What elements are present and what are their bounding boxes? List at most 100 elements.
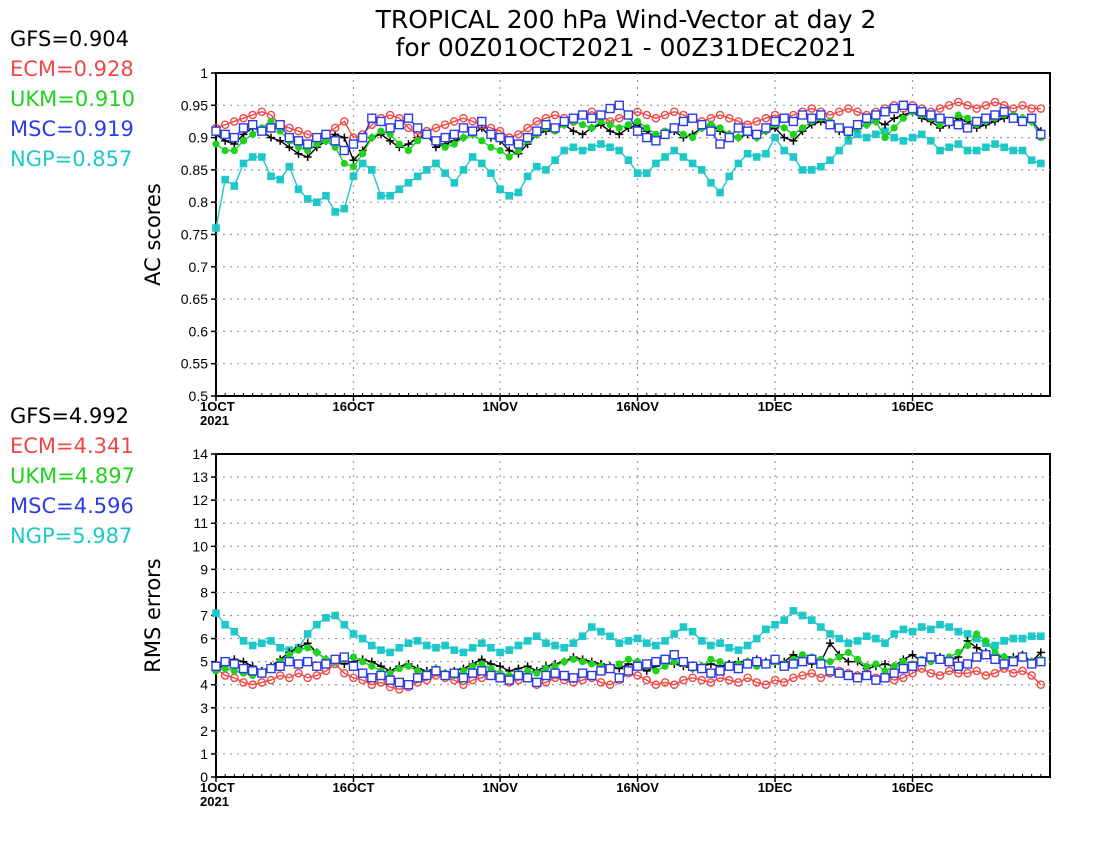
point-ecm bbox=[431, 123, 441, 133]
point-ukm bbox=[404, 146, 413, 155]
point-ngp bbox=[963, 146, 972, 155]
point-ukm bbox=[450, 140, 458, 148]
point-ngp bbox=[441, 169, 449, 177]
point-msc bbox=[275, 661, 285, 671]
point-ngp bbox=[496, 185, 504, 194]
point-ukm bbox=[359, 150, 367, 158]
point-gfs bbox=[844, 657, 853, 666]
point-ngp bbox=[734, 159, 743, 168]
point-ngp bbox=[221, 620, 229, 629]
point-ecm bbox=[706, 678, 716, 687]
point-ngp bbox=[936, 146, 944, 155]
stat-msc: MSC=0.919 bbox=[10, 117, 134, 141]
point-msc bbox=[797, 110, 808, 120]
point-ngp bbox=[221, 175, 229, 184]
point-ngp bbox=[762, 625, 770, 634]
point-ngp bbox=[991, 140, 999, 148]
point-msc bbox=[293, 136, 304, 146]
point-msc bbox=[889, 668, 899, 678]
point-ngp bbox=[642, 169, 651, 177]
point-ukm bbox=[560, 658, 568, 666]
point-ngp bbox=[927, 625, 935, 634]
point-msc bbox=[394, 677, 404, 688]
point-msc bbox=[724, 661, 734, 671]
point-ecm bbox=[990, 668, 1000, 678]
point-ngp bbox=[212, 224, 220, 232]
point-msc bbox=[623, 666, 634, 676]
point-ukm bbox=[487, 143, 495, 151]
point-ngp bbox=[652, 641, 660, 650]
point-msc bbox=[449, 668, 459, 678]
point-msc bbox=[724, 132, 734, 143]
point-gfs bbox=[1036, 648, 1045, 657]
point-ngp bbox=[606, 143, 614, 152]
point-msc bbox=[495, 132, 505, 143]
point-msc bbox=[752, 129, 762, 140]
point-ngp bbox=[890, 630, 898, 638]
point-ngp bbox=[624, 156, 633, 165]
point-ngp bbox=[762, 149, 770, 158]
point-msc bbox=[926, 110, 936, 120]
point-ecm bbox=[1027, 671, 1036, 680]
point-ngp bbox=[716, 639, 724, 647]
point-msc bbox=[431, 666, 441, 676]
point-ecm bbox=[761, 680, 771, 690]
point-ecm bbox=[724, 675, 734, 685]
point-ukm bbox=[954, 111, 962, 119]
point-ecm bbox=[285, 673, 294, 683]
point-msc bbox=[779, 113, 789, 123]
x-tick-label: 1DEC bbox=[758, 780, 793, 795]
point-ngp bbox=[872, 634, 880, 643]
point-ngp bbox=[303, 630, 312, 638]
point-gfs bbox=[276, 136, 285, 145]
point-msc bbox=[807, 113, 817, 123]
point-ngp bbox=[652, 159, 660, 168]
point-gfs bbox=[303, 152, 312, 161]
point-ukm bbox=[716, 124, 724, 132]
point-ukm bbox=[881, 667, 889, 675]
point-ngp bbox=[817, 623, 825, 631]
point-ngp bbox=[927, 137, 935, 145]
point-msc bbox=[916, 107, 927, 117]
point-ecm bbox=[550, 110, 560, 120]
ac-scores-panel: 0.5 0.55 0.6 0.65 0.7 0.75 0.8 0.85 0.9 0.95 1 1OCT… bbox=[10, 27, 1051, 428]
point-ukm bbox=[1000, 653, 1008, 661]
point-msc bbox=[394, 119, 404, 130]
point-ngp bbox=[844, 639, 853, 647]
point-ecm bbox=[257, 107, 267, 117]
point-ecm bbox=[294, 126, 303, 136]
point-msc bbox=[642, 132, 652, 143]
y-tick-label: 0.55 bbox=[181, 356, 208, 372]
point-msc bbox=[513, 670, 524, 681]
point-ukm bbox=[890, 662, 898, 670]
point-msc bbox=[880, 107, 890, 117]
point-msc bbox=[330, 654, 340, 665]
point-ngp bbox=[670, 630, 679, 638]
point-ngp bbox=[743, 149, 752, 158]
series-msc bbox=[211, 100, 1046, 156]
point-ukm bbox=[588, 124, 596, 132]
point-ngp bbox=[844, 137, 853, 145]
point-ngp bbox=[386, 648, 394, 657]
point-ngp bbox=[258, 639, 266, 647]
point-gfs bbox=[496, 662, 505, 671]
point-msc bbox=[467, 126, 478, 136]
point-ecm bbox=[981, 671, 991, 680]
point-ngp bbox=[633, 634, 642, 643]
point-ecm bbox=[926, 668, 936, 678]
point-ecm bbox=[266, 675, 276, 685]
point-gfs bbox=[340, 133, 349, 142]
point-ngp bbox=[404, 179, 413, 187]
point-msc bbox=[843, 126, 854, 136]
point-msc bbox=[614, 673, 624, 683]
point-ukm bbox=[459, 667, 468, 675]
stat-ukm: UKM=4.897 bbox=[10, 464, 135, 488]
point-ngp bbox=[597, 627, 605, 636]
point-msc bbox=[440, 132, 450, 143]
point-ngp bbox=[542, 639, 550, 647]
point-msc bbox=[678, 656, 689, 667]
point-ngp bbox=[798, 611, 807, 620]
point-ngp bbox=[1027, 156, 1036, 165]
point-msc bbox=[541, 670, 551, 681]
